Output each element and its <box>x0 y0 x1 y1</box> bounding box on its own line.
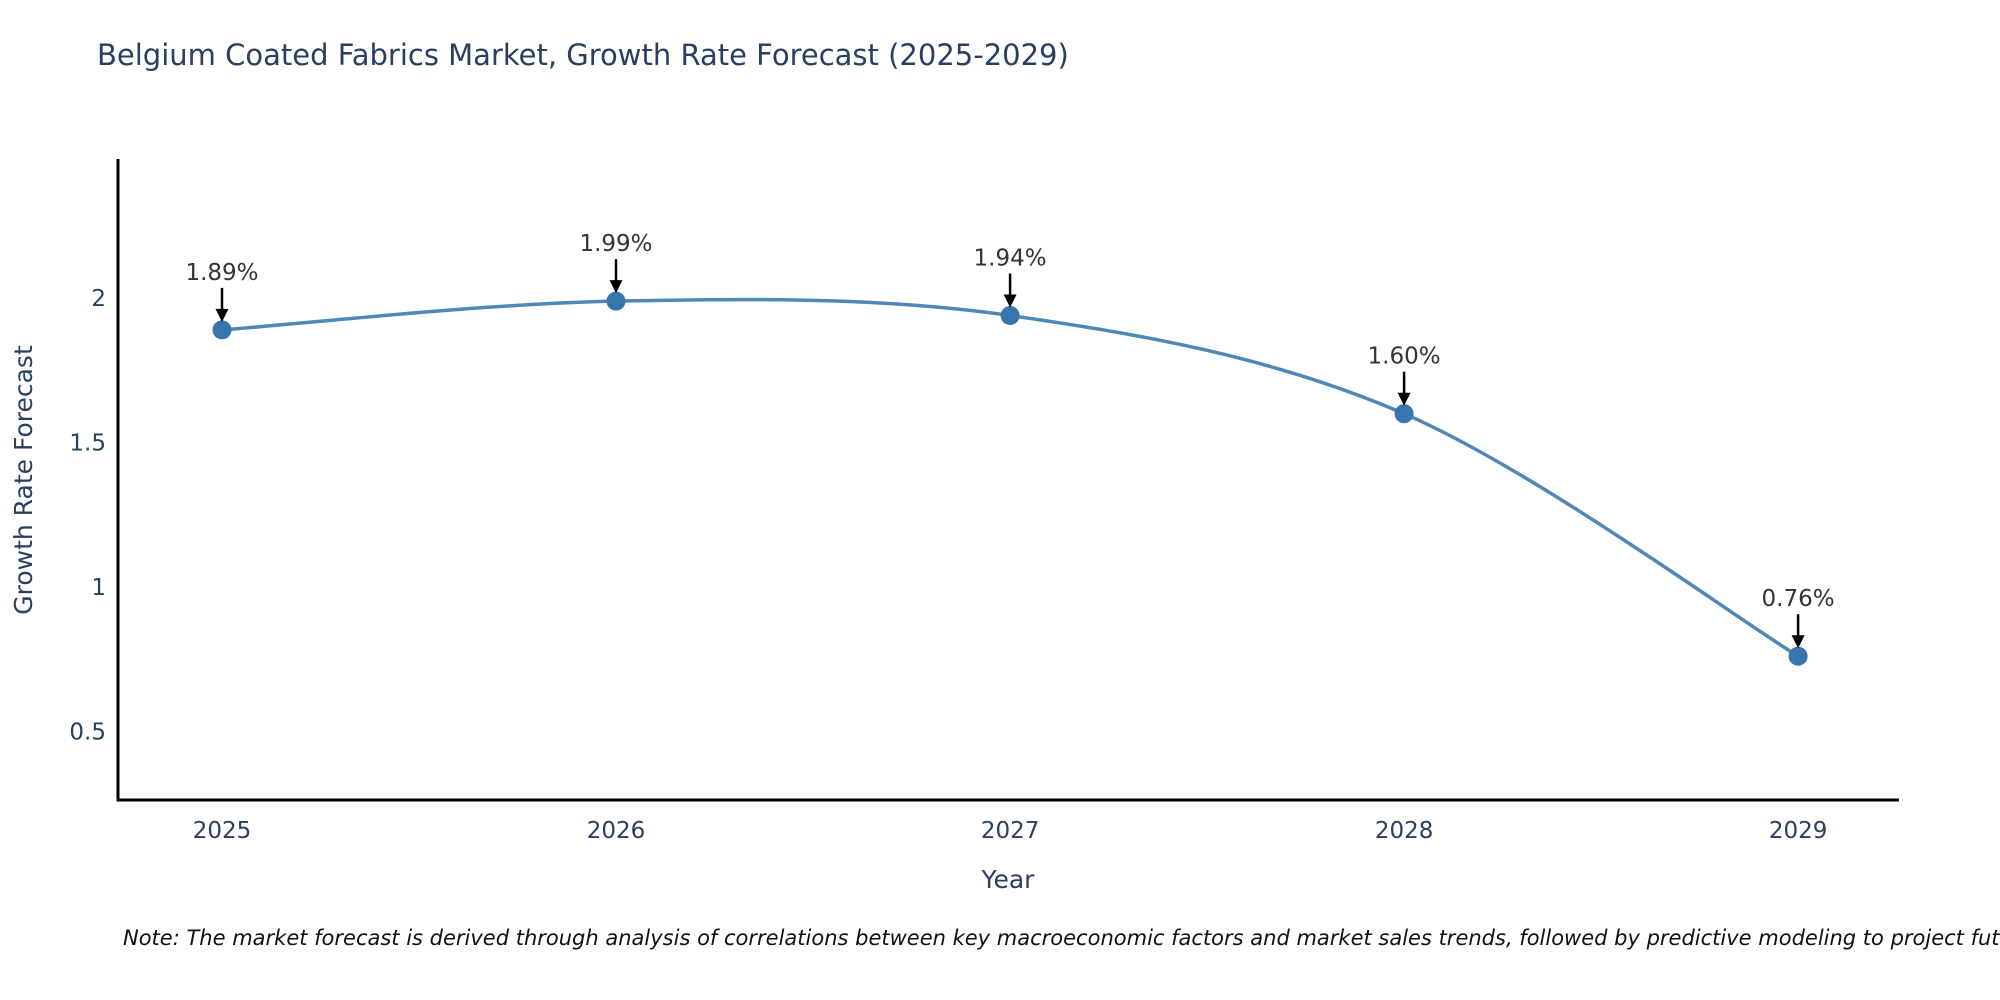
y-axis-title: Growth Rate Forecast <box>9 345 38 615</box>
data-point-marker-2029[interactable] <box>1788 646 1808 666</box>
footnote: Note: The market forecast is derived thr… <box>123 926 2000 950</box>
x-tick-label-2027: 2027 <box>981 818 1040 844</box>
point-annotation-label: 1.99% <box>579 231 652 257</box>
point-annotation-2027: 1.94% <box>974 246 1047 308</box>
x-tick-label-2026: 2026 <box>587 818 646 844</box>
point-annotation-label: 1.60% <box>1368 344 1441 370</box>
data-point-layer <box>212 291 1808 666</box>
annotation-arrowhead-icon <box>1791 635 1805 649</box>
point-annotation-label: 0.76% <box>1762 586 1835 612</box>
annotation-layer: 1.89% 1.99% 1.94% 1.60% 0.76% <box>185 231 1835 649</box>
annotation-arrowhead-icon <box>1003 294 1017 308</box>
y-tick-label-1.5: 1.5 <box>69 431 106 457</box>
x-tick-label-2025: 2025 <box>193 818 252 844</box>
data-point-marker-2027[interactable] <box>1000 306 1020 325</box>
point-annotation-2029: 0.76% <box>1762 586 1835 649</box>
chart-title: Belgium Coated Fabrics Market, Growth Ra… <box>97 38 1069 72</box>
annotation-arrowhead-icon <box>609 280 623 294</box>
y-tick-label-2: 2 <box>91 286 106 312</box>
series-line-layer <box>220 297 1800 658</box>
y-tick-label-1: 1 <box>91 575 106 601</box>
point-annotation-2028: 1.60% <box>1368 344 1441 406</box>
x-axis-tick-labels: 2025 2026 2027 2028 2029 <box>193 818 1828 844</box>
point-annotation-label: 1.94% <box>974 246 1047 272</box>
data-point-marker-2025[interactable] <box>212 320 232 340</box>
point-annotation-label: 1.89% <box>185 260 258 286</box>
point-annotation-2025: 1.89% <box>185 260 259 322</box>
y-axis-tick-labels: 0.5 1 1.5 2 <box>69 286 106 745</box>
series-line <box>220 297 1800 658</box>
x-axis-title: Year <box>981 865 1036 894</box>
y-tick-label-0.5: 0.5 <box>69 719 106 745</box>
annotation-arrowhead-icon <box>215 308 229 322</box>
x-tick-label-2028: 2028 <box>1375 818 1434 844</box>
data-point-marker-2026[interactable] <box>606 291 626 311</box>
data-point-marker-2028[interactable] <box>1394 404 1414 424</box>
x-tick-label-2029: 2029 <box>1769 818 1828 844</box>
point-annotation-2026: 1.99% <box>579 231 653 294</box>
annotation-arrowhead-icon <box>1397 392 1411 406</box>
